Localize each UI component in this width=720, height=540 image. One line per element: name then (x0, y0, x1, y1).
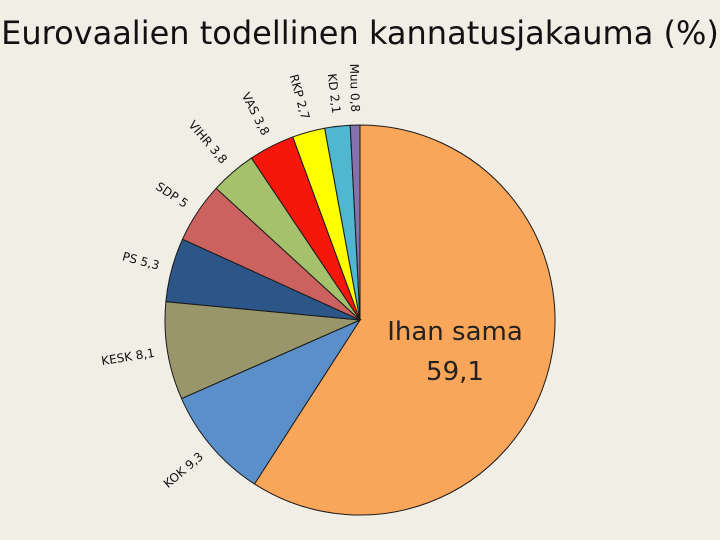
slice-label-category: Ihan sama (387, 317, 523, 347)
slice-label-kesk: KESK 8,1 (100, 346, 155, 368)
slice-label-kd: KD 2,1 (325, 73, 344, 114)
slice-label-rkp: RKP 2,7 (287, 73, 313, 121)
slice-label-sdp: SDP 5 (153, 179, 190, 210)
pie-slice-kok (180, 318, 362, 485)
pie-slice-kesk (164, 301, 362, 400)
slice-label-vas: VAS 3,8 (239, 90, 272, 137)
slice-label-vihr: VIHR 3,8 (186, 118, 231, 167)
pie-slice-muu (349, 124, 361, 321)
slice-label-muu: Muu 0,8 (347, 63, 362, 112)
slice-label-ps: PS 5,3 (121, 249, 161, 272)
slice-label-kok: KOK 9,3 (161, 449, 206, 490)
slice-label-value: 59,1 (426, 357, 484, 387)
pie-slice-ihan-sama (253, 124, 556, 516)
chart-title: Eurovaalien todellinen kannatusjakauma (… (1, 14, 719, 52)
